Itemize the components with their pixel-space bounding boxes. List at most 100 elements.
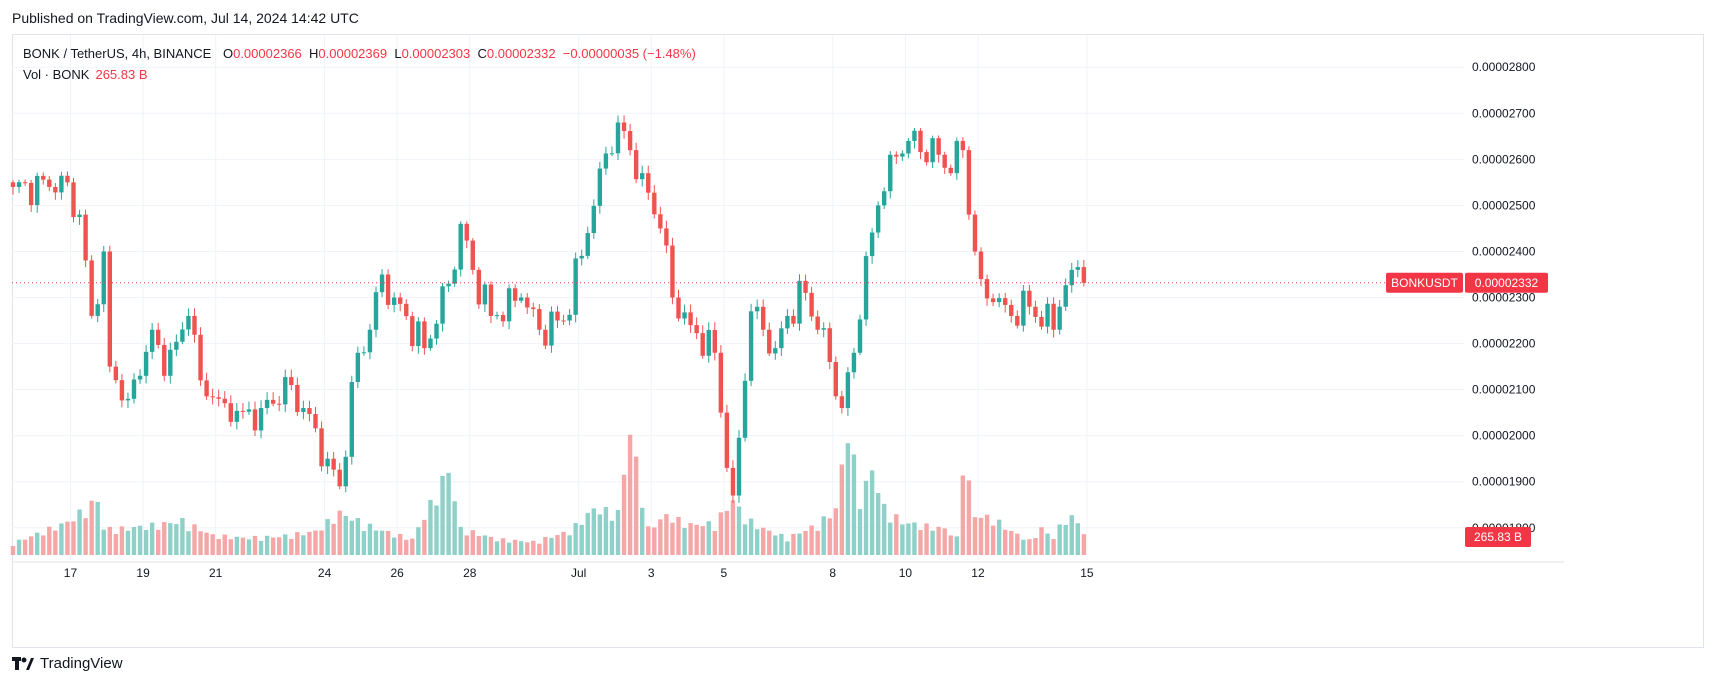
candle-body[interactable]	[385, 274, 391, 305]
candle-body[interactable]	[561, 320, 566, 322]
candle-body[interactable]	[107, 251, 112, 367]
candle-body[interactable]	[494, 315, 500, 317]
candle-body[interactable]	[500, 315, 506, 322]
candle-body[interactable]	[894, 154, 899, 157]
candle-body[interactable]	[676, 297, 681, 319]
candle-body[interactable]	[295, 385, 300, 413]
candle-body[interactable]	[410, 316, 415, 347]
candle-body[interactable]	[113, 366, 119, 381]
candle-body[interactable]	[706, 330, 711, 356]
candle-body[interactable]	[283, 377, 288, 405]
candle-body[interactable]	[633, 150, 639, 180]
candle-body[interactable]	[198, 334, 203, 381]
candle-body[interactable]	[270, 399, 276, 404]
candle-body[interactable]	[1027, 290, 1032, 307]
candle-body[interactable]	[77, 214, 82, 218]
candle-body[interactable]	[748, 311, 754, 381]
candle-body[interactable]	[512, 288, 518, 301]
candle-body[interactable]	[531, 307, 536, 310]
candle-body[interactable]	[59, 175, 64, 193]
candle-body[interactable]	[373, 292, 379, 330]
candle-body[interactable]	[355, 352, 361, 383]
candle-body[interactable]	[1051, 303, 1056, 330]
candle-body[interactable]	[960, 140, 966, 151]
candle-body[interactable]	[258, 408, 264, 431]
tradingview-logo[interactable]: TradingView	[12, 655, 123, 672]
candle-body[interactable]	[1021, 290, 1026, 326]
candle-body[interactable]	[367, 329, 373, 353]
candle-body[interactable]	[452, 269, 457, 284]
candle-body[interactable]	[603, 153, 609, 169]
candle-body[interactable]	[35, 175, 40, 206]
candle-body[interactable]	[857, 319, 863, 353]
candle-body[interactable]	[591, 205, 596, 234]
candle-body[interactable]	[658, 214, 663, 229]
candle-body[interactable]	[289, 377, 294, 385]
candle-body[interactable]	[143, 351, 149, 376]
candle-body[interactable]	[809, 292, 814, 317]
candle-body[interactable]	[1057, 306, 1062, 330]
candle-body[interactable]	[730, 467, 736, 496]
candle-body[interactable]	[379, 274, 385, 293]
candle-body[interactable]	[803, 280, 808, 293]
candle-body[interactable]	[222, 398, 227, 404]
candle-body[interactable]	[264, 399, 270, 409]
candle-body[interactable]	[773, 348, 778, 354]
candle-body[interactable]	[627, 131, 633, 151]
candle-body[interactable]	[228, 403, 233, 422]
candle-body[interactable]	[301, 408, 306, 413]
candle-body[interactable]	[573, 258, 578, 315]
candle-body[interactable]	[28, 182, 34, 206]
candle-body[interactable]	[1063, 285, 1068, 307]
candle-body[interactable]	[1003, 298, 1008, 305]
candle-body[interactable]	[936, 138, 941, 155]
candle-body[interactable]	[440, 286, 445, 324]
candle-body[interactable]	[682, 312, 687, 319]
candle-body[interactable]	[827, 328, 832, 362]
candle-body[interactable]	[168, 349, 173, 376]
candle-body[interactable]	[664, 228, 669, 246]
candle-body[interactable]	[204, 380, 209, 397]
candle-body[interactable]	[815, 316, 820, 330]
candle-body[interactable]	[398, 297, 403, 304]
candle-body[interactable]	[325, 458, 330, 467]
candle-body[interactable]	[149, 329, 155, 352]
candle-body[interactable]	[640, 173, 645, 180]
candle-body[interactable]	[216, 397, 221, 399]
candle-body[interactable]	[446, 283, 451, 287]
candle-body[interactable]	[646, 173, 651, 193]
candle-body[interactable]	[428, 338, 433, 349]
candle-body[interactable]	[416, 321, 421, 347]
candle-body[interactable]	[119, 380, 125, 401]
candle-body[interactable]	[519, 297, 524, 301]
candle-body[interactable]	[543, 329, 548, 346]
candle-body[interactable]	[10, 182, 16, 187]
candle-body[interactable]	[192, 315, 197, 335]
candle-body[interactable]	[240, 410, 246, 412]
candle-body[interactable]	[670, 245, 675, 298]
candle-body[interactable]	[845, 372, 851, 409]
candle-body[interactable]	[22, 182, 28, 184]
candle-body[interactable]	[767, 329, 772, 354]
candle-body[interactable]	[41, 175, 46, 180]
candle-body[interactable]	[349, 382, 354, 457]
candle-body[interactable]	[422, 321, 427, 349]
candle-body[interactable]	[954, 140, 959, 174]
candle-body[interactable]	[71, 182, 76, 218]
candle-body[interactable]	[470, 240, 475, 270]
candle-body[interactable]	[125, 398, 131, 401]
candle-body[interactable]	[1015, 315, 1020, 326]
candle-body[interactable]	[930, 138, 935, 163]
candle-body[interactable]	[900, 153, 905, 157]
candle-body[interactable]	[785, 315, 790, 329]
candle-body[interactable]	[779, 328, 784, 349]
candle-body[interactable]	[1009, 304, 1014, 316]
candle-body[interactable]	[833, 361, 838, 397]
candle-body[interactable]	[718, 352, 724, 413]
candle-body[interactable]	[948, 167, 953, 174]
candle-body[interactable]	[906, 140, 911, 154]
candle-body[interactable]	[458, 223, 463, 270]
candle-body[interactable]	[712, 330, 717, 353]
candle-body[interactable]	[506, 288, 512, 322]
